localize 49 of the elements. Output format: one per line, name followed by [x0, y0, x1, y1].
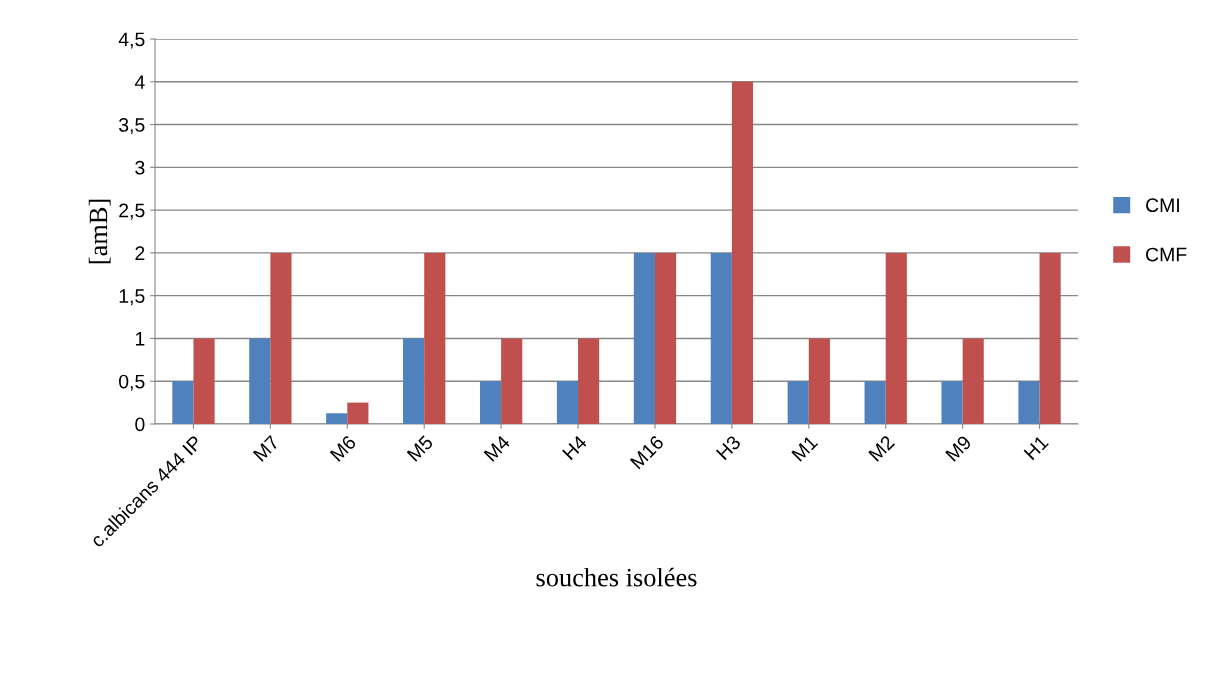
bar: [424, 252, 446, 424]
bar: [403, 338, 425, 424]
x-tick-label: M7: [252, 434, 280, 462]
legend-label: CMF: [1146, 247, 1187, 262]
bar: [326, 413, 348, 424]
bar: [479, 381, 502, 424]
x-tick-label: M6: [329, 434, 357, 462]
bar: [808, 338, 830, 424]
y-tick-label: 0,5: [119, 374, 145, 391]
bar: [962, 338, 984, 424]
x-tick-label: H4: [562, 434, 588, 461]
bar: [787, 381, 809, 424]
bar: [193, 338, 215, 424]
y-tick-label: 3: [135, 160, 145, 175]
bar: [633, 252, 655, 424]
x-tick-label: M1: [791, 434, 819, 462]
x-tick-label: M4: [483, 434, 511, 462]
bar: [270, 252, 292, 424]
bar: [501, 338, 523, 424]
y-axis-title: [amB]: [88, 199, 111, 264]
bar: [941, 381, 963, 424]
bar: [347, 402, 369, 424]
x-axis-title: souches isolées: [536, 567, 697, 587]
y-tick-label: 0: [135, 417, 145, 432]
x-tick-label: H1: [1023, 434, 1049, 461]
bar: [1018, 381, 1040, 424]
y-tick-label: 1: [135, 332, 145, 346]
x-tick-label: M16: [629, 434, 665, 470]
x-tick-label: M5: [406, 434, 434, 462]
x-tick-label: M2: [868, 434, 895, 462]
bar: [172, 381, 194, 424]
bar: [1039, 252, 1061, 424]
bar: [654, 252, 677, 424]
legend-label: CMI: [1146, 198, 1179, 213]
bar: [731, 81, 754, 424]
x-tick-label: M9: [945, 434, 973, 462]
x-tick-label: H3: [715, 434, 742, 461]
y-tick-label: 4: [134, 75, 145, 89]
bar: [864, 381, 886, 424]
bar: [556, 381, 579, 424]
bar: [249, 338, 271, 424]
y-tick-label: 2,5: [119, 203, 145, 220]
y-tick-label: 3,5: [118, 118, 145, 135]
bar: [710, 252, 732, 424]
y-tick-label: 2: [135, 246, 145, 260]
bar: [885, 252, 907, 424]
bar: [578, 338, 600, 424]
y-tick-label: 1,5: [119, 289, 145, 306]
y-tick-label: 4,5: [118, 32, 145, 49]
